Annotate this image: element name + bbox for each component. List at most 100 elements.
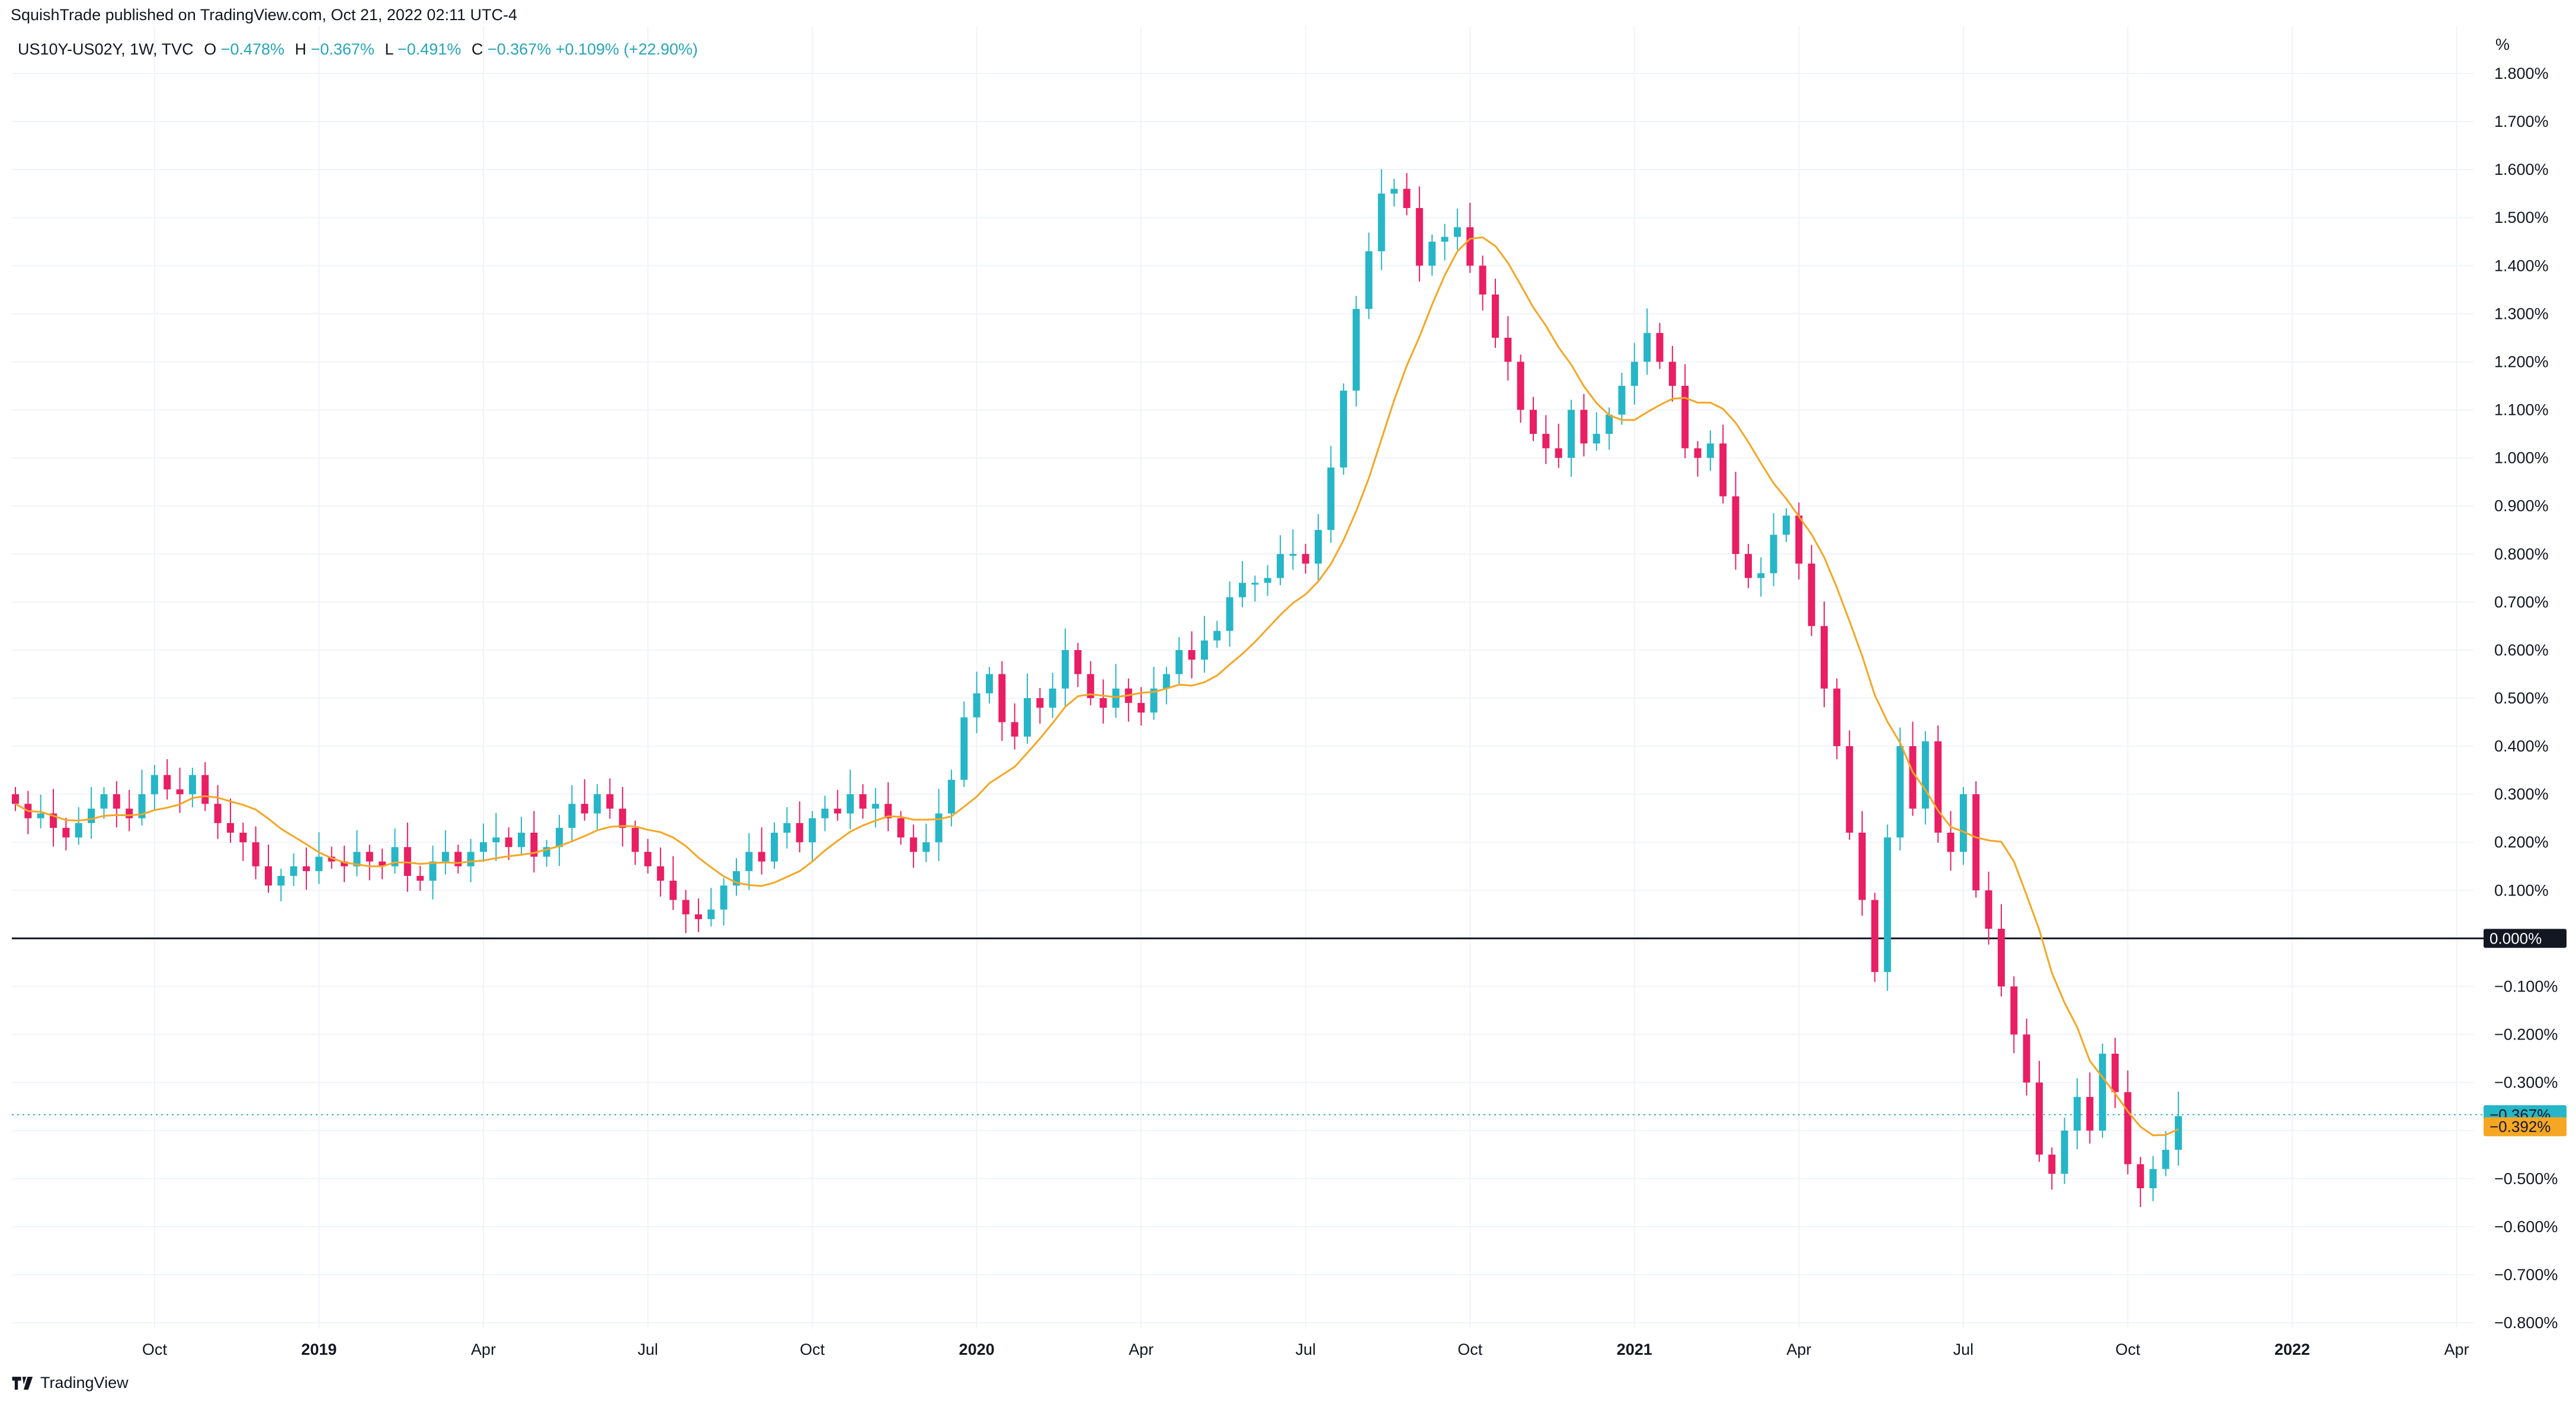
candle-body <box>1833 688 1841 747</box>
candle-body <box>1846 746 1853 833</box>
candle-body <box>847 794 854 814</box>
candle-body <box>1719 443 1727 497</box>
candle-body <box>366 852 373 862</box>
y-tick-label: 0.900% <box>2494 497 2549 515</box>
candle-body <box>2162 1150 2170 1169</box>
candle-body <box>1795 515 1803 564</box>
candle-body <box>201 775 209 804</box>
candle-body <box>1656 332 1664 362</box>
candle-body <box>416 875 424 881</box>
candle-body <box>669 881 677 900</box>
candle-body <box>556 827 563 847</box>
candle-body <box>252 842 259 866</box>
ma-value-label: −0.392% <box>2490 1118 2551 1135</box>
open-label: O <box>204 40 217 58</box>
candle-body <box>2136 1164 2144 1188</box>
y-tick-label: −0.100% <box>2494 977 2558 995</box>
x-tick-label: Oct <box>2115 1341 2141 1358</box>
close-label: C <box>471 40 483 58</box>
candle-body <box>75 823 82 838</box>
candle-body <box>1049 688 1056 708</box>
x-tick-label: Oct <box>142 1341 168 1358</box>
y-tick-label: 1.100% <box>2494 401 2549 419</box>
y-tick-label: −0.200% <box>2494 1026 2558 1044</box>
candle-body <box>1340 391 1347 468</box>
x-tick-label: Apr <box>471 1341 496 1358</box>
candle-body <box>1770 535 1777 574</box>
candle-body <box>1630 362 1638 386</box>
candle-body <box>1302 554 1309 564</box>
candle-body <box>277 875 285 886</box>
y-tick-label: 1.700% <box>2494 113 2549 130</box>
y-tick-label: 1.400% <box>2494 257 2549 274</box>
time-axis[interactable]: Oct 2019 Apr Jul Oct 2020 Apr Jul Oct 2021 Apr Jul O… <box>142 1341 2576 1358</box>
candle-body <box>720 885 728 910</box>
candle-body <box>62 827 70 838</box>
candle-body <box>226 823 234 833</box>
candle-body <box>164 775 171 790</box>
candle-body <box>1757 573 1765 578</box>
symbol-legend: US10Y-US02Y, 1W, TVC O −0.478% H −0.367%… <box>18 40 698 59</box>
candle-body <box>2112 1053 2119 1092</box>
candle-body <box>1213 631 1221 641</box>
candle-body <box>341 861 348 866</box>
x-tick-label: Apr <box>1129 1341 1154 1358</box>
candle-body <box>998 674 1006 722</box>
candle-body <box>821 808 829 818</box>
tradingview-footer[interactable]: TradingView <box>12 1374 129 1392</box>
candle-body <box>530 833 538 857</box>
candle-body <box>37 813 44 818</box>
candle-body <box>2061 1130 2068 1174</box>
candle-body <box>707 909 715 919</box>
candle-body <box>1428 241 1436 266</box>
candle-body <box>1593 434 1600 444</box>
candle-body <box>1568 410 1575 458</box>
candle-body <box>353 852 361 866</box>
candle-body <box>1327 467 1335 530</box>
candle-body <box>1934 741 1942 833</box>
candle-body <box>682 900 690 914</box>
candle-body <box>1985 890 1992 929</box>
candle-body <box>1289 554 1297 556</box>
candle-body <box>1264 578 1271 583</box>
x-tick-label: Oct <box>800 1341 825 1358</box>
candle-body <box>1618 386 1626 415</box>
candle-body <box>1277 554 1284 578</box>
x-tick-label: 2021 <box>1617 1341 1652 1358</box>
y-tick-label: −0.700% <box>2494 1266 2558 1284</box>
ma-value-label-bg <box>2484 1117 2567 1137</box>
candle-body <box>1921 741 1929 809</box>
candle-body <box>492 837 500 843</box>
candle-body <box>1138 703 1145 713</box>
zero-price-label-bg <box>2484 929 2567 948</box>
y-tick-label: 0.200% <box>2494 833 2549 851</box>
candle-body <box>1706 443 1714 458</box>
candle-body <box>2010 986 2018 1035</box>
candle-body <box>644 852 652 866</box>
price-axis[interactable]: 1.800% 1.700% 1.600% 1.500% 1.400% 1.300% 1.20… <box>2494 65 2558 1332</box>
candle-body <box>745 852 753 871</box>
x-tick-label: 2020 <box>959 1341 995 1358</box>
candle-body <box>1403 188 1411 209</box>
candle-body <box>1959 794 1967 852</box>
candle-body <box>12 794 19 804</box>
candle-body <box>379 861 386 866</box>
x-tick-label: Apr <box>1786 1341 1811 1358</box>
candle-body <box>1036 698 1044 708</box>
candle-body <box>1479 266 1486 295</box>
y-tick-label: 0.300% <box>2494 785 2549 803</box>
y-tick-label: 0.400% <box>2494 737 2549 755</box>
y-tick-label: 0.700% <box>2494 593 2549 611</box>
candle-body <box>518 833 525 847</box>
candle-body <box>2074 1096 2081 1131</box>
y-tick-label: 1.800% <box>2494 65 2549 82</box>
candle-body <box>897 818 905 838</box>
x-tick-label: 2022 <box>2274 1341 2310 1358</box>
y-tick-label: 1.600% <box>2494 161 2549 178</box>
candle-body <box>1024 698 1031 737</box>
symbol-name[interactable]: US10Y-US02Y, 1W, TVC <box>18 40 194 58</box>
candle-body <box>1947 833 1955 852</box>
candle-body <box>1188 650 1196 660</box>
y-tick-label: −0.600% <box>2494 1218 2558 1236</box>
